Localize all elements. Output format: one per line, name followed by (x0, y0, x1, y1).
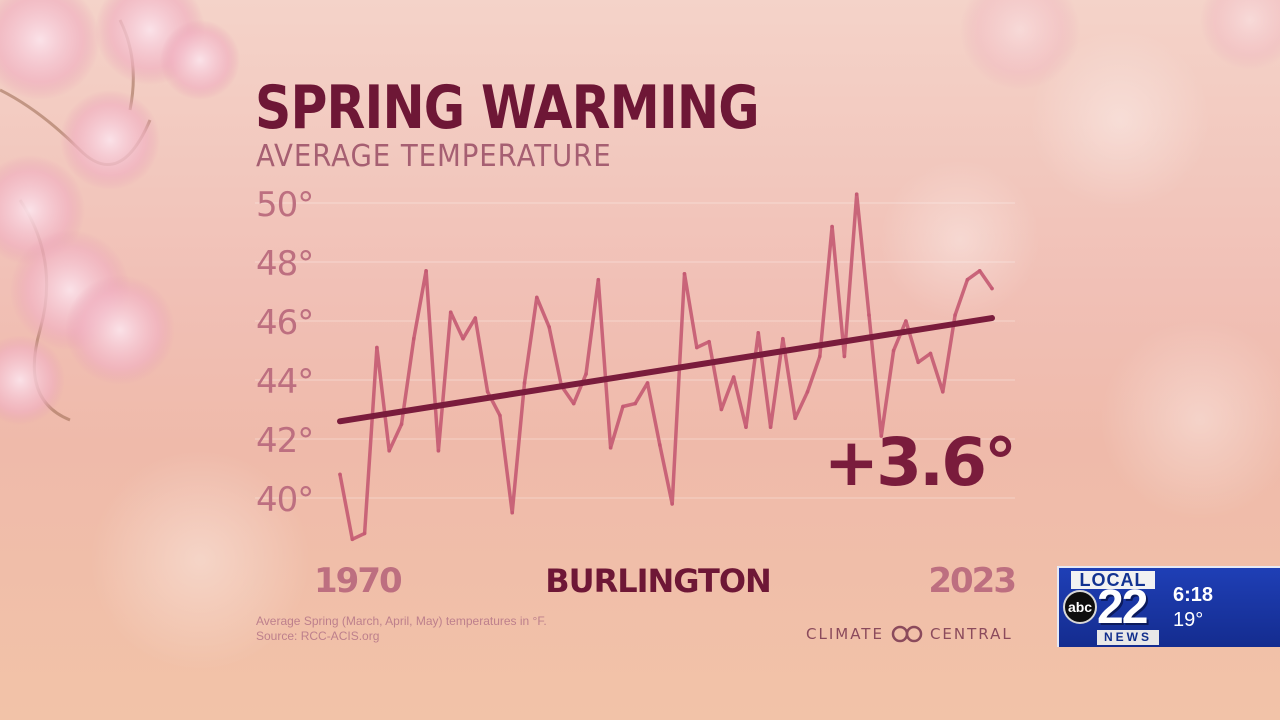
data-point (473, 316, 478, 320)
climate-central-logo: CLIMATE CENTRAL (806, 624, 1013, 644)
data-point (522, 381, 527, 385)
x-start-label: 1970 (314, 561, 402, 601)
data-point (424, 269, 428, 273)
y-tick-label: 46° (256, 303, 313, 343)
data-point (596, 277, 601, 282)
data-point (707, 339, 711, 344)
x-end-label: 2023 (928, 561, 1015, 601)
data-point (658, 443, 662, 447)
bug-temperature: 19° (1173, 609, 1204, 631)
data-point (731, 375, 736, 379)
footnote-text: Average Spring (March, April, May) tempe… (256, 614, 547, 628)
data-point (879, 434, 884, 438)
climate-central-logo-icon (891, 625, 923, 643)
data-point (682, 272, 687, 276)
data-point (461, 336, 465, 341)
data-point (817, 354, 822, 359)
data-point (719, 407, 724, 412)
bug-channel-number: 22 (1097, 581, 1148, 634)
data-point (953, 313, 957, 317)
data-point (584, 372, 588, 376)
data-point (399, 422, 404, 427)
data-point (867, 313, 871, 317)
data-point (830, 224, 834, 229)
brand-right-text: CENTRAL (929, 625, 1013, 643)
data-point (891, 348, 896, 353)
data-point (387, 449, 392, 453)
bug-local-label: LOCAL (1071, 571, 1155, 589)
chart-footnote: Average Spring (March, April, May) tempe… (256, 614, 547, 644)
trend-line (337, 315, 995, 425)
data-point (535, 295, 539, 300)
data-point (781, 336, 785, 341)
data-point (990, 286, 994, 291)
y-tick-label: 42° (256, 421, 313, 461)
source-text: Source: RCC-ACIS.org (256, 629, 380, 643)
station-bug: LOCAL abc 22 NEWS 6:18 19° (1057, 566, 1280, 647)
data-point (904, 319, 908, 323)
y-tick-label: 50° (256, 185, 313, 225)
data-point (916, 360, 920, 365)
y-tick-label: 40° (256, 480, 313, 520)
data-point (621, 404, 625, 409)
data-point (547, 325, 551, 329)
data-point (756, 331, 761, 335)
bug-time: 6:18 (1173, 584, 1214, 606)
location-label: BURLINGTON (545, 562, 771, 600)
data-point (842, 354, 847, 359)
y-tick-label: 48° (256, 244, 313, 284)
data-point (977, 269, 982, 273)
data-point (793, 416, 797, 421)
data-point (805, 390, 810, 394)
data-point (608, 446, 613, 450)
data-point (436, 449, 441, 453)
brand-left-text: CLIMATE (806, 625, 884, 643)
data-point (375, 345, 379, 350)
data-point (498, 413, 502, 418)
data-point (571, 401, 576, 406)
data-point (448, 310, 453, 314)
chart-subtitle: AVERAGE TEMPERATURE (256, 139, 612, 174)
data-point (965, 277, 970, 282)
data-point (362, 531, 367, 536)
data-point (768, 425, 773, 430)
bug-news-label: NEWS (1097, 630, 1159, 645)
data-point (412, 336, 416, 341)
data-point (928, 351, 933, 356)
abc-logo-icon: abc (1063, 590, 1097, 624)
data-point (338, 472, 342, 477)
data-point (350, 537, 355, 542)
data-point (645, 381, 650, 385)
data-point (744, 425, 748, 430)
data-point (670, 502, 674, 506)
y-tick-label: 44° (256, 362, 313, 402)
data-point (694, 345, 699, 350)
data-point (633, 401, 638, 406)
data-point (510, 510, 515, 515)
data-series-line (338, 192, 994, 542)
data-point (485, 390, 490, 394)
data-point (854, 192, 859, 196)
chart-title: SPRING WARMING (255, 73, 760, 143)
data-point (940, 390, 945, 394)
trend-change-label: +3.6° (824, 424, 1014, 501)
